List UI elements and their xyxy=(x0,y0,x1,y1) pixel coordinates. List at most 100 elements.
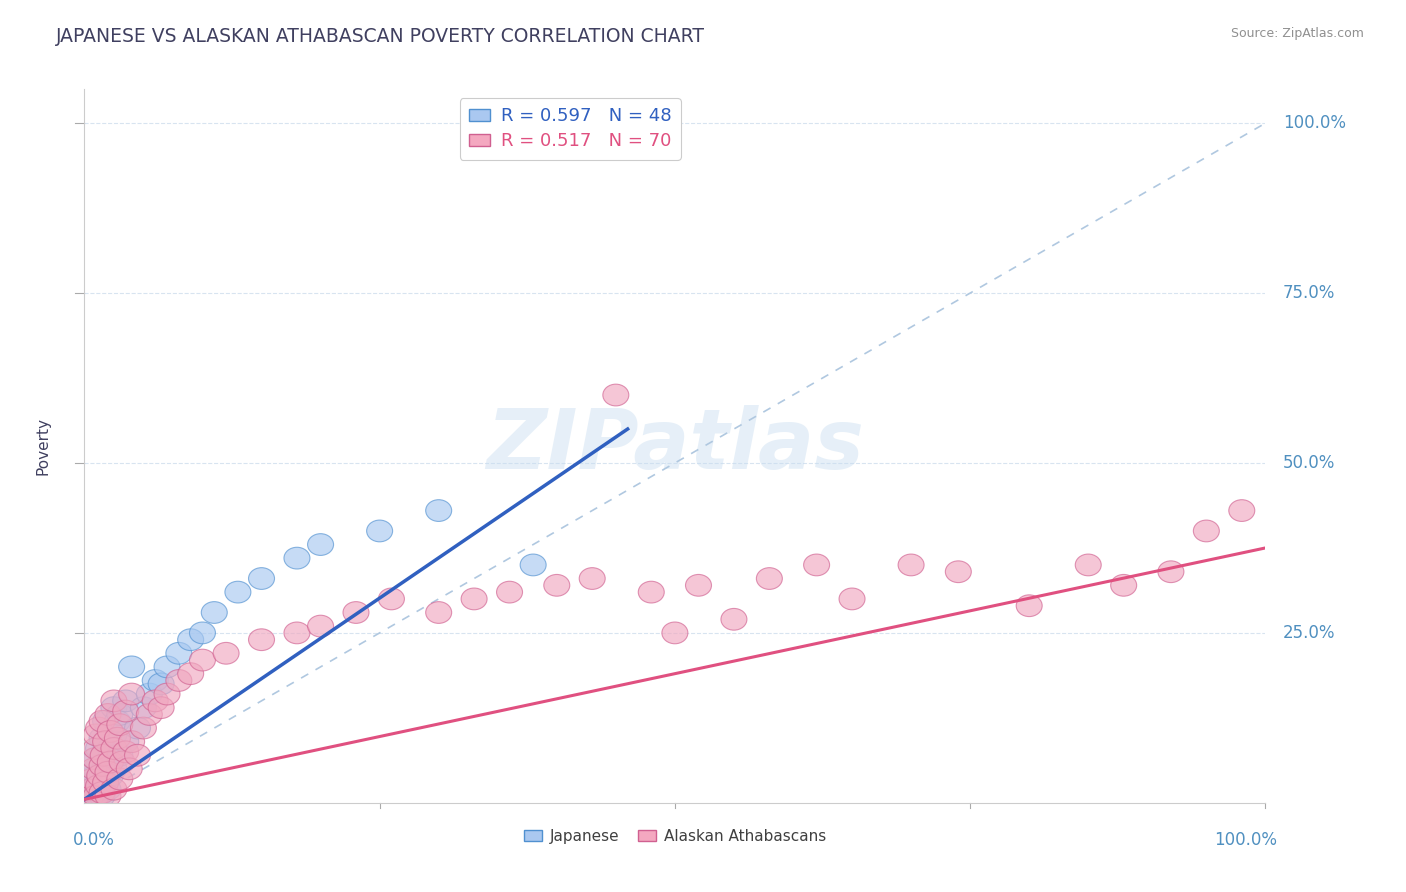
Ellipse shape xyxy=(77,785,103,807)
Ellipse shape xyxy=(77,787,103,808)
Ellipse shape xyxy=(225,582,250,603)
Ellipse shape xyxy=(603,384,628,406)
Ellipse shape xyxy=(686,574,711,596)
Ellipse shape xyxy=(112,700,139,722)
Ellipse shape xyxy=(96,704,121,725)
Ellipse shape xyxy=(496,582,523,603)
Ellipse shape xyxy=(177,663,204,684)
Ellipse shape xyxy=(839,588,865,610)
Ellipse shape xyxy=(83,758,110,780)
Ellipse shape xyxy=(1111,574,1136,596)
Ellipse shape xyxy=(80,768,105,790)
Ellipse shape xyxy=(461,588,486,610)
Ellipse shape xyxy=(101,758,127,780)
Ellipse shape xyxy=(148,673,174,695)
Ellipse shape xyxy=(190,649,215,671)
Ellipse shape xyxy=(804,554,830,576)
Ellipse shape xyxy=(131,717,156,739)
Ellipse shape xyxy=(89,710,115,732)
Ellipse shape xyxy=(89,785,115,807)
Ellipse shape xyxy=(1017,595,1042,616)
Text: 25.0%: 25.0% xyxy=(1284,624,1336,642)
Ellipse shape xyxy=(1194,520,1219,541)
Ellipse shape xyxy=(520,554,546,576)
Ellipse shape xyxy=(112,741,139,763)
Ellipse shape xyxy=(97,751,124,772)
Ellipse shape xyxy=(638,582,664,603)
Ellipse shape xyxy=(90,744,117,766)
Ellipse shape xyxy=(80,772,107,793)
Ellipse shape xyxy=(97,721,124,742)
Ellipse shape xyxy=(284,622,309,644)
Ellipse shape xyxy=(166,642,191,665)
Text: 50.0%: 50.0% xyxy=(1284,454,1336,472)
Text: JAPANESE VS ALASKAN ATHABASCAN POVERTY CORRELATION CHART: JAPANESE VS ALASKAN ATHABASCAN POVERTY C… xyxy=(56,27,706,45)
Ellipse shape xyxy=(898,554,924,576)
Ellipse shape xyxy=(1076,554,1101,576)
Ellipse shape xyxy=(93,731,118,753)
Ellipse shape xyxy=(79,779,104,800)
Ellipse shape xyxy=(89,762,115,783)
Ellipse shape xyxy=(107,704,132,725)
Ellipse shape xyxy=(131,697,156,719)
Ellipse shape xyxy=(177,629,204,650)
Text: ZIPatlas: ZIPatlas xyxy=(486,406,863,486)
Ellipse shape xyxy=(110,751,135,772)
Ellipse shape xyxy=(125,744,150,766)
Ellipse shape xyxy=(93,710,118,732)
Text: Source: ZipAtlas.com: Source: ZipAtlas.com xyxy=(1230,27,1364,40)
Ellipse shape xyxy=(89,755,115,776)
Ellipse shape xyxy=(426,601,451,624)
Ellipse shape xyxy=(367,520,392,541)
Ellipse shape xyxy=(1229,500,1254,522)
Ellipse shape xyxy=(155,656,180,678)
Ellipse shape xyxy=(426,500,451,522)
Text: 75.0%: 75.0% xyxy=(1284,284,1336,302)
Ellipse shape xyxy=(89,781,115,804)
Ellipse shape xyxy=(83,785,110,807)
Ellipse shape xyxy=(93,772,118,793)
Ellipse shape xyxy=(308,533,333,556)
Text: 100.0%: 100.0% xyxy=(1284,114,1346,132)
Ellipse shape xyxy=(107,768,132,790)
Ellipse shape xyxy=(87,764,112,787)
Ellipse shape xyxy=(214,642,239,665)
Ellipse shape xyxy=(201,601,228,624)
Ellipse shape xyxy=(97,764,124,787)
Ellipse shape xyxy=(89,779,115,800)
Ellipse shape xyxy=(96,751,121,772)
Ellipse shape xyxy=(284,548,309,569)
Ellipse shape xyxy=(87,768,112,790)
Ellipse shape xyxy=(101,690,127,712)
Ellipse shape xyxy=(83,738,110,759)
Ellipse shape xyxy=(249,629,274,650)
Text: 100.0%: 100.0% xyxy=(1215,831,1277,849)
Ellipse shape xyxy=(190,622,215,644)
Ellipse shape xyxy=(83,724,110,746)
Ellipse shape xyxy=(83,781,110,804)
Ellipse shape xyxy=(101,724,127,746)
Ellipse shape xyxy=(378,588,405,610)
Ellipse shape xyxy=(86,785,111,807)
Ellipse shape xyxy=(136,704,162,725)
Ellipse shape xyxy=(662,622,688,644)
Text: Poverty: Poverty xyxy=(35,417,51,475)
Ellipse shape xyxy=(142,670,169,691)
Ellipse shape xyxy=(249,567,274,590)
Ellipse shape xyxy=(721,608,747,630)
Ellipse shape xyxy=(86,717,111,739)
Ellipse shape xyxy=(97,738,124,759)
Ellipse shape xyxy=(96,762,121,783)
Ellipse shape xyxy=(82,764,108,787)
Ellipse shape xyxy=(107,714,132,736)
Ellipse shape xyxy=(166,670,191,691)
Ellipse shape xyxy=(80,779,105,800)
Ellipse shape xyxy=(83,747,110,770)
Ellipse shape xyxy=(125,717,150,739)
Ellipse shape xyxy=(308,615,333,637)
Ellipse shape xyxy=(142,690,169,712)
Ellipse shape xyxy=(112,690,139,712)
Ellipse shape xyxy=(93,755,118,776)
Ellipse shape xyxy=(118,683,145,705)
Ellipse shape xyxy=(1159,561,1184,582)
